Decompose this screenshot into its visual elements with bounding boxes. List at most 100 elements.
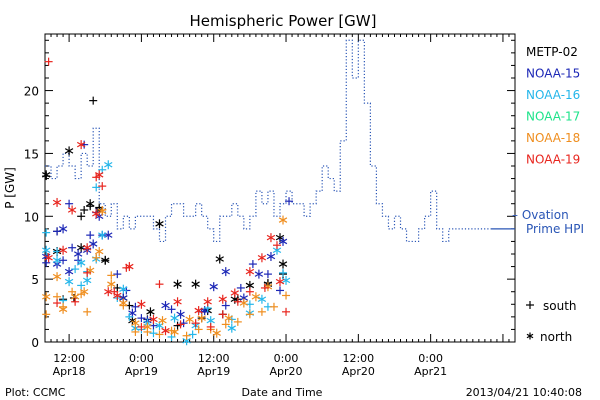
marker-stroke <box>42 293 51 300</box>
point-south <box>233 317 242 326</box>
marker-stroke <box>173 281 182 287</box>
marker-stroke <box>101 257 110 264</box>
point-north <box>42 292 51 302</box>
marker-stroke <box>73 251 83 257</box>
marker-stroke <box>221 268 230 275</box>
point-north <box>257 294 267 304</box>
marker-stroke <box>52 273 62 280</box>
marker-stroke <box>149 316 158 323</box>
marker-stroke <box>52 199 62 206</box>
point-north <box>42 170 51 180</box>
point-north <box>52 197 62 207</box>
point-north <box>104 287 113 297</box>
point-north <box>227 323 236 333</box>
point-north <box>254 269 264 279</box>
point-south <box>89 96 98 105</box>
point-north <box>170 327 179 337</box>
point-south <box>125 312 134 321</box>
marker-stroke <box>119 295 128 301</box>
marker-stroke <box>64 278 74 285</box>
point-south <box>42 228 51 237</box>
point-south <box>282 307 291 316</box>
marker-stroke <box>203 299 212 305</box>
axes: 0510152012:00Apr180:00Apr1912:00Apr190:0… <box>24 34 515 378</box>
marker-stroke <box>212 330 221 336</box>
point-north <box>173 279 182 289</box>
legend-series: NOAA-17 <box>526 110 580 124</box>
point-south <box>248 260 257 269</box>
point-south <box>279 268 288 277</box>
marker-stroke <box>143 324 152 330</box>
marker-stroke <box>278 261 288 267</box>
point-north <box>146 307 155 317</box>
marker-stroke <box>125 263 134 270</box>
point-north <box>44 253 53 263</box>
marker-stroke <box>281 277 291 284</box>
point-north <box>218 294 227 304</box>
data-points <box>42 57 294 346</box>
point-north <box>119 284 128 294</box>
marker-stroke <box>170 329 179 335</box>
legend-series: NOAA-19 <box>526 153 580 167</box>
point-south <box>83 307 92 316</box>
marker-stroke <box>185 316 194 323</box>
marker-stroke <box>119 300 128 306</box>
point-north <box>203 297 212 307</box>
marker-stroke <box>89 241 98 247</box>
point-south <box>59 256 68 265</box>
point-south <box>131 327 140 336</box>
legend-series: NOAA-18 <box>526 131 580 145</box>
legend-series: NOAA-15 <box>526 67 580 81</box>
marker-stroke <box>278 238 288 245</box>
legend-ovation: – Ovation <box>512 208 569 222</box>
marker-stroke <box>245 282 255 289</box>
x-tick-date: Apr18 <box>53 365 86 378</box>
marker-stroke <box>42 247 51 253</box>
point-south <box>92 183 101 192</box>
point-south <box>65 199 74 208</box>
point-north <box>251 292 261 302</box>
point-north <box>266 233 276 243</box>
ovation-line <box>45 39 515 243</box>
y-tick-label: 10 <box>24 210 39 224</box>
marker-stroke <box>155 221 164 227</box>
marker-stroke <box>82 244 92 251</box>
point-south <box>245 287 254 296</box>
point-north <box>82 275 92 285</box>
point-north <box>104 160 113 170</box>
point-north <box>95 246 104 256</box>
marker-stroke <box>158 317 167 324</box>
marker-stroke <box>272 247 282 253</box>
point-north <box>173 297 182 307</box>
point-north <box>89 239 98 249</box>
marker-stroke <box>44 255 53 261</box>
point-north <box>170 313 179 323</box>
marker-stroke <box>76 260 86 266</box>
point-south <box>285 197 294 206</box>
marker-stroke <box>275 278 285 285</box>
marker-stroke <box>254 271 264 277</box>
marker-stroke <box>206 317 215 324</box>
marker-stroke <box>161 327 170 334</box>
point-north <box>143 322 152 332</box>
marker-stroke <box>526 333 534 339</box>
timestamp: 2013/04/21 10:40:08 <box>466 386 582 399</box>
point-north <box>98 230 107 240</box>
marker-stroke <box>67 207 77 213</box>
marker-stroke <box>95 248 104 255</box>
point-south <box>282 291 291 300</box>
marker-stroke <box>64 148 74 154</box>
marker-stroke <box>42 172 51 178</box>
point-north <box>64 267 74 277</box>
point-south <box>113 270 122 279</box>
marker-stroke <box>70 293 80 300</box>
marker-stroke <box>92 211 101 217</box>
point-south <box>137 322 146 331</box>
x-tick-time: 0:00 <box>129 352 154 365</box>
marker-stroke <box>194 307 203 314</box>
point-south <box>80 206 89 214</box>
point-south <box>149 329 158 338</box>
point-south <box>155 330 164 339</box>
point-south <box>194 325 203 334</box>
marker-stroke <box>52 257 62 264</box>
